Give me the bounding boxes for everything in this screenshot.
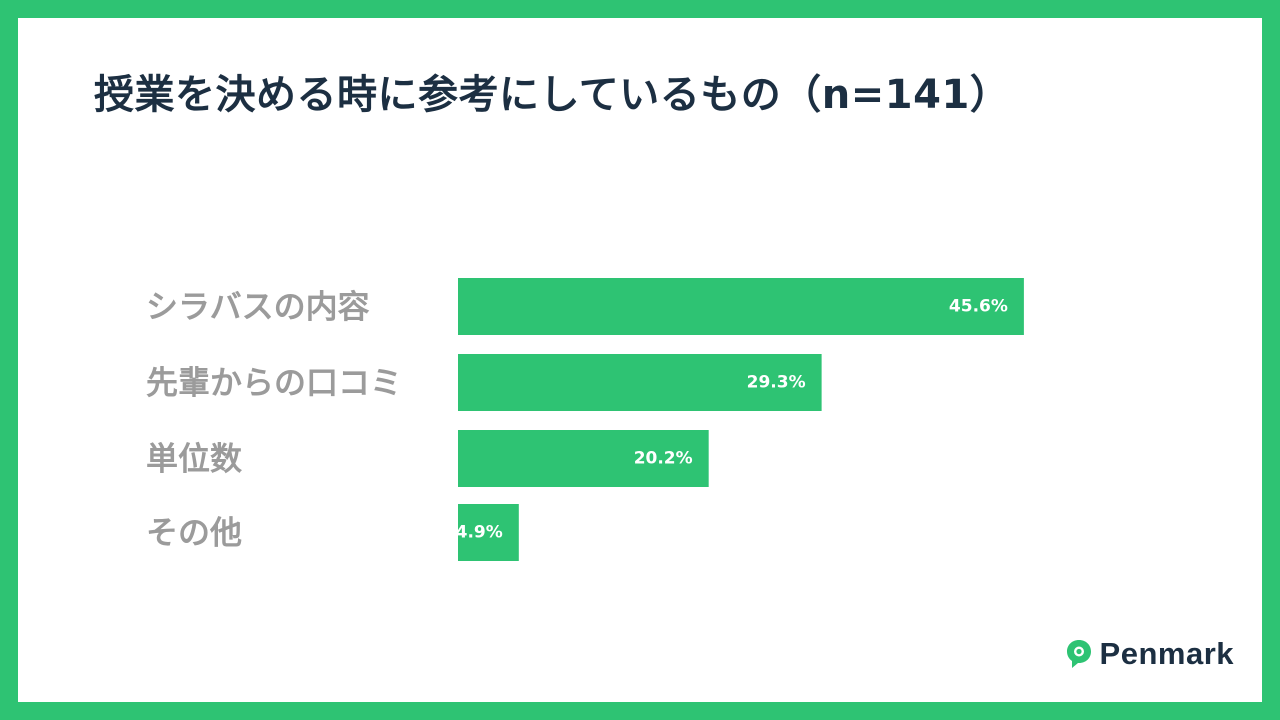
bar	[458, 354, 822, 411]
bar	[458, 430, 709, 487]
value-label: 4.9%	[456, 523, 503, 543]
chart-title: 授業を決める時に参考にしているもの（n=141）	[94, 72, 1011, 118]
chart-card: 授業を決める時に参考にしているもの（n=141） シラバスの内容 45.6% 先輩か…	[18, 18, 1262, 702]
bar	[458, 278, 1024, 335]
category-label: 先輩からの口コミ	[146, 364, 402, 402]
bar-chart: シラバスの内容 45.6% 先輩からの口コミ 29.3% 単位数 20.2% その他 4.9%	[146, 278, 1024, 561]
value-label: 20.2%	[634, 449, 693, 469]
category-label: シラバスの内容	[146, 288, 370, 326]
category-label: 単位数	[146, 440, 243, 478]
penmark-logo: Penmark	[1066, 636, 1234, 672]
value-label: 29.3%	[747, 373, 806, 393]
brand-name: Penmark	[1099, 636, 1234, 671]
category-label: その他	[146, 514, 242, 552]
bar	[458, 504, 519, 561]
value-label: 45.6%	[949, 297, 1008, 317]
speech-bubble-icon	[1066, 640, 1091, 668]
